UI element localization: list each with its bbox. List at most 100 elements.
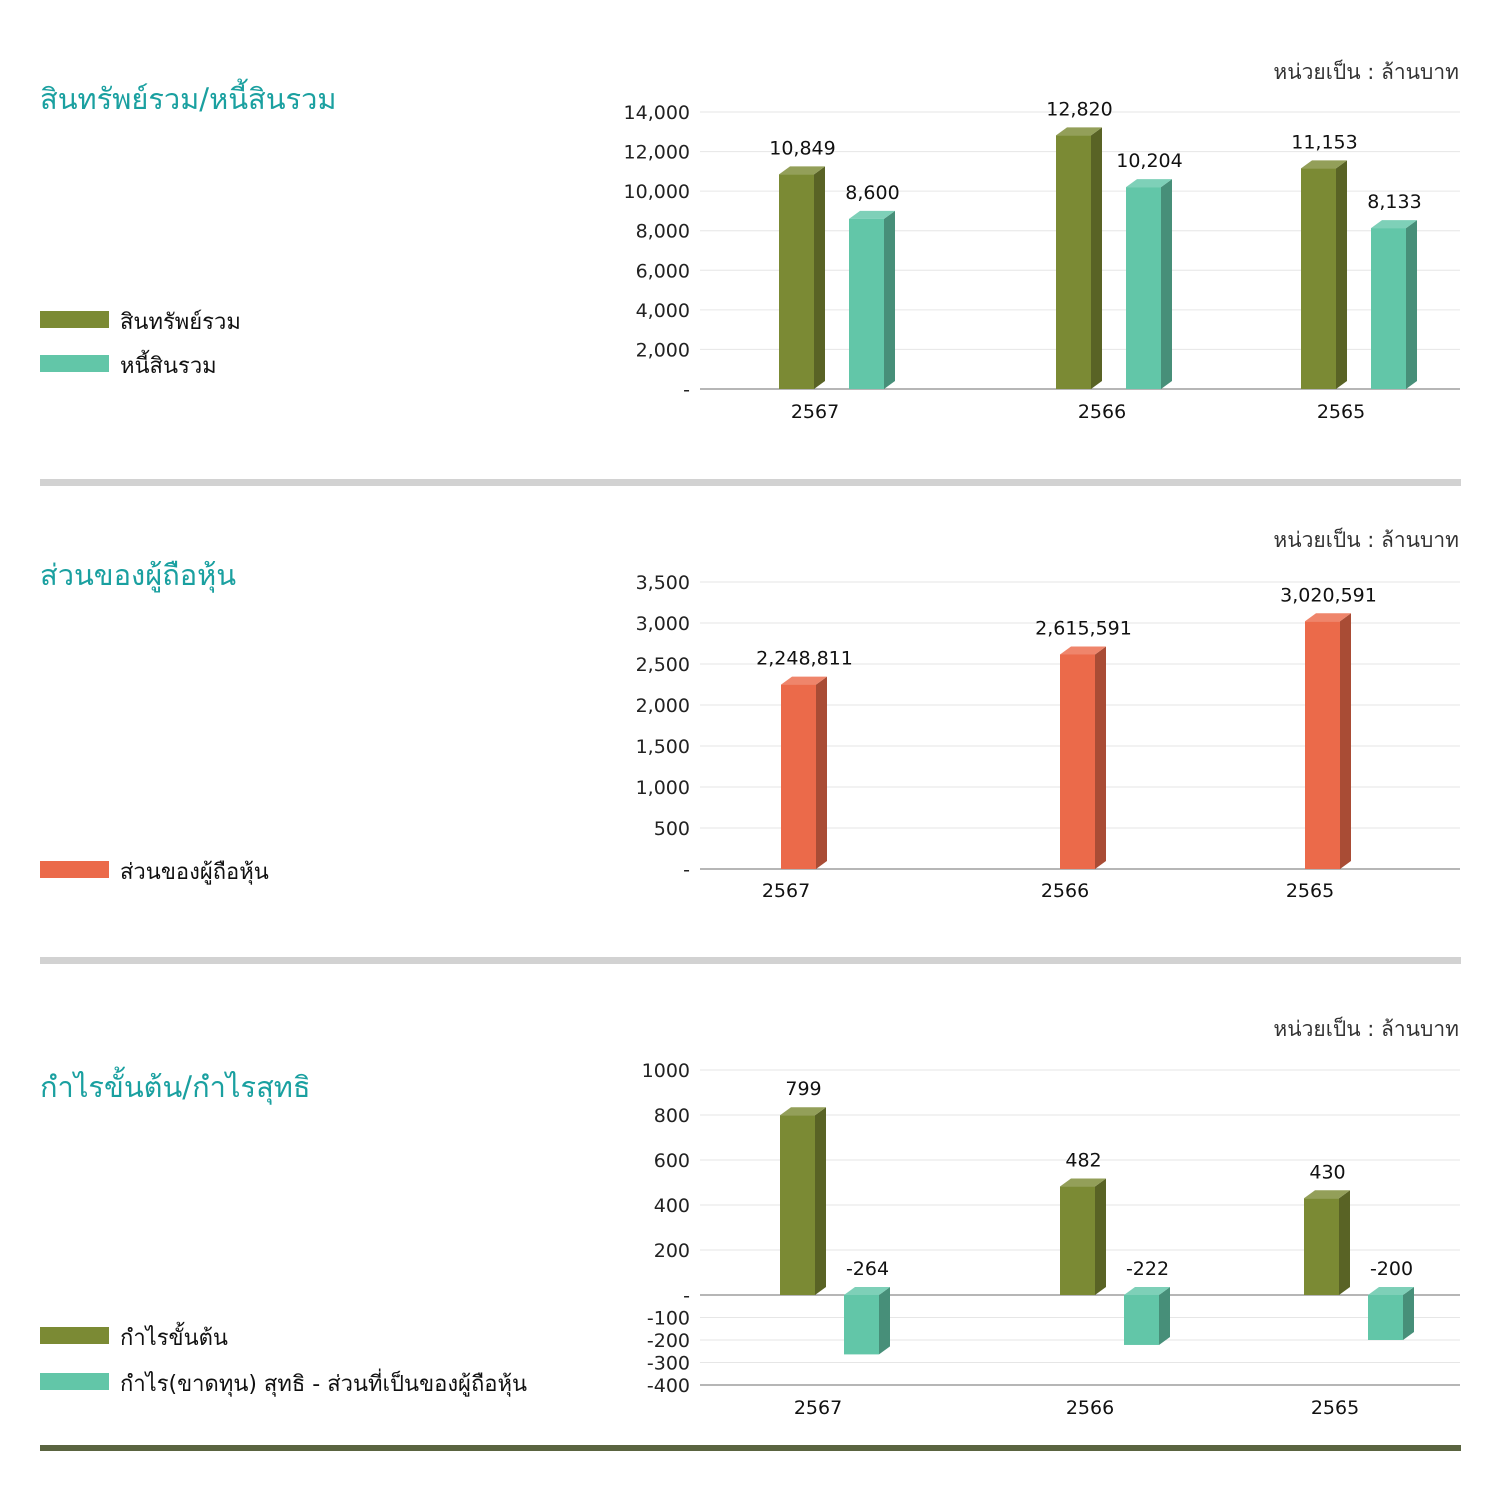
legend-swatch bbox=[40, 311, 109, 328]
y-tick-label: 2,000 bbox=[636, 339, 690, 361]
bar bbox=[844, 1287, 890, 1355]
bar-top bbox=[1056, 127, 1102, 136]
y-tick-label: 2,000 bbox=[636, 695, 690, 717]
bar-top bbox=[844, 1287, 890, 1295]
data-label: 12,820 bbox=[1046, 98, 1112, 120]
y-tick-label: -300 bbox=[647, 1353, 690, 1375]
x-tick-label: 2566 bbox=[1066, 1397, 1114, 1419]
y-tick-label: 12,000 bbox=[624, 142, 690, 164]
y-tick-label: 1,000 bbox=[636, 777, 690, 799]
section-profit: กำไรขั้นต้น/กำไรสุทธิ หน่วยเป็น : ล้านบา… bbox=[0, 960, 1501, 1450]
data-label: -222 bbox=[1126, 1258, 1169, 1280]
data-label: 3,020,591 bbox=[1280, 584, 1377, 606]
legend-label: กำไรขั้นต้น bbox=[120, 1326, 228, 1351]
data-label: 8,600 bbox=[845, 182, 899, 204]
bar-top bbox=[1304, 1190, 1350, 1199]
legend-swatch bbox=[40, 1373, 109, 1390]
y-tick-label: 14,000 bbox=[624, 102, 690, 124]
bar bbox=[1060, 1178, 1106, 1295]
bar-side bbox=[1161, 179, 1172, 389]
y-tick-label: 2,500 bbox=[636, 654, 690, 676]
section-divider bbox=[40, 479, 1461, 486]
bar-top bbox=[1371, 220, 1417, 229]
profit-chart: -400-300-200-100-2004006008001000799-264… bbox=[642, 1060, 1460, 1419]
unit-label: หน่วยเป็น : ล้านบาท bbox=[1273, 1017, 1459, 1041]
bar bbox=[1060, 646, 1106, 869]
section-title: กำไรขั้นต้น/กำไรสุทธิ bbox=[40, 1070, 311, 1104]
bar bbox=[1301, 160, 1347, 389]
y-tick-label: 800 bbox=[654, 1105, 690, 1127]
section-title: สินทรัพย์รวม/หนี้สินรวม bbox=[40, 82, 337, 116]
bar-front bbox=[1060, 1186, 1095, 1295]
x-tick-label: 2567 bbox=[791, 401, 839, 423]
unit-label: หน่วยเป็น : ล้านบาท bbox=[1273, 60, 1459, 84]
y-tick-label: -200 bbox=[647, 1330, 690, 1352]
bar bbox=[1124, 1287, 1170, 1345]
data-label: 10,204 bbox=[1116, 150, 1182, 172]
bar-side bbox=[814, 166, 825, 389]
bar bbox=[781, 676, 827, 869]
bar-side bbox=[1340, 613, 1351, 869]
x-tick-label: 2565 bbox=[1286, 880, 1334, 902]
y-tick-label: 8,000 bbox=[636, 221, 690, 243]
y-tick-label: -400 bbox=[647, 1375, 690, 1397]
bar-front bbox=[779, 174, 814, 389]
x-tick-label: 2566 bbox=[1041, 880, 1089, 902]
data-label: -264 bbox=[846, 1258, 889, 1280]
bar bbox=[780, 1107, 826, 1295]
x-tick-label: 2567 bbox=[794, 1397, 842, 1419]
y-tick-label: 1000 bbox=[642, 1060, 690, 1082]
section-title: ส่วนของผู้ถือหุ้น bbox=[40, 558, 237, 592]
data-label: 482 bbox=[1065, 1150, 1101, 1172]
bar-top bbox=[779, 166, 825, 175]
unit-label: หน่วยเป็น : ล้านบาท bbox=[1273, 528, 1459, 552]
bar-side bbox=[884, 210, 895, 389]
bar-side bbox=[1403, 1287, 1414, 1340]
bar-front bbox=[1304, 1198, 1339, 1295]
bar-side bbox=[816, 676, 827, 869]
y-tick-label: 6,000 bbox=[636, 260, 690, 282]
bar-top bbox=[1368, 1287, 1414, 1295]
bar-front bbox=[849, 218, 884, 389]
legend-swatch bbox=[40, 861, 109, 878]
bar bbox=[1368, 1287, 1414, 1340]
bar-top bbox=[1060, 1178, 1106, 1187]
bar-side bbox=[1406, 220, 1417, 389]
data-label: 2,248,811 bbox=[756, 648, 853, 670]
bar-top bbox=[1060, 646, 1106, 655]
bar-side bbox=[1159, 1287, 1170, 1345]
bar bbox=[1304, 1190, 1350, 1295]
y-tick-label: 3,500 bbox=[636, 572, 690, 594]
bar-front bbox=[1371, 228, 1406, 389]
y-tick-label: 600 bbox=[654, 1150, 690, 1172]
data-label: -200 bbox=[1370, 1258, 1413, 1280]
bar bbox=[779, 166, 825, 389]
x-tick-label: 2565 bbox=[1311, 1397, 1359, 1419]
bar-top bbox=[780, 1107, 826, 1116]
bar-front bbox=[1124, 1295, 1159, 1345]
bar-side bbox=[815, 1107, 826, 1295]
legend-label: ส่วนของผู้ถือหุ้น bbox=[120, 860, 269, 885]
bar bbox=[1371, 220, 1417, 389]
bar bbox=[1305, 613, 1351, 869]
data-label: 799 bbox=[785, 1078, 821, 1100]
data-label: 10,849 bbox=[769, 137, 835, 159]
legend-swatch bbox=[40, 1327, 109, 1344]
x-tick-label: 2566 bbox=[1078, 401, 1126, 423]
bar-front bbox=[780, 1115, 815, 1295]
bar bbox=[1126, 179, 1172, 389]
section-divider bbox=[40, 957, 1461, 964]
data-label: 8,133 bbox=[1367, 191, 1421, 213]
legend-label: สินทรัพย์รวม bbox=[120, 310, 241, 335]
y-tick-label: - bbox=[683, 379, 690, 401]
bar-side bbox=[1339, 1190, 1350, 1295]
y-tick-label: -100 bbox=[647, 1308, 690, 1330]
bar-top bbox=[1124, 1287, 1170, 1295]
bar-front bbox=[1305, 621, 1340, 869]
bar-top bbox=[1301, 160, 1347, 169]
footer-line bbox=[40, 1445, 1461, 1451]
bar-front bbox=[1301, 168, 1336, 389]
bar-front bbox=[781, 684, 816, 869]
data-label: 430 bbox=[1309, 1161, 1345, 1183]
y-tick-label: 200 bbox=[654, 1240, 690, 1262]
